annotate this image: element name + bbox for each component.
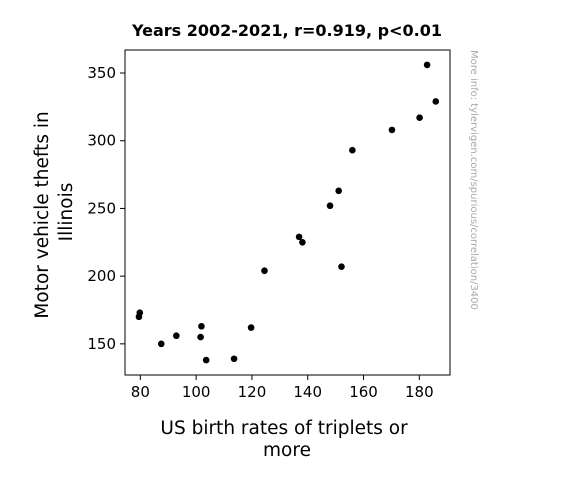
data-point: [335, 187, 342, 195]
chart-title: Years 2002-2021, r=0.919, p<0.01: [131, 21, 442, 40]
data-point: [202, 356, 210, 364]
y-tick-label: 150: [87, 335, 116, 353]
data-point: [295, 233, 303, 241]
data-point: [136, 309, 144, 317]
y-axis-label-line-2: Illinois: [56, 183, 77, 242]
data-point: [230, 355, 238, 363]
x-axis-label-line-1: US birth rates of triplets or: [160, 418, 408, 439]
data-point: [388, 126, 396, 134]
data-point: [423, 61, 431, 69]
plot-area: [124, 49, 451, 376]
y-tick-label: 200: [87, 267, 116, 285]
x-tick-label: 120: [238, 383, 267, 401]
source-note: More info: tylervigen.com/spurious/corre…: [468, 50, 479, 310]
data-point: [299, 238, 306, 246]
y-tick-label: 300: [87, 132, 116, 150]
data-point: [247, 324, 255, 331]
y-tick-label: 350: [87, 64, 116, 82]
y-tick-label: 250: [87, 199, 116, 217]
x-tick-label: 160: [349, 383, 378, 401]
data-point: [173, 332, 180, 340]
x-tick-label: 180: [405, 383, 434, 401]
x-tick-label: 100: [182, 383, 211, 401]
x-axis-label: US birth rates of triplets or more: [160, 418, 413, 461]
y-axis: 150 200 250 300 350: [87, 64, 125, 353]
data-point: [349, 146, 356, 154]
x-axis: 80 100 120 140 160 180: [131, 375, 434, 401]
x-tick-label: 140: [293, 383, 322, 401]
data-point: [326, 202, 334, 210]
data-point: [197, 333, 204, 341]
data-points: [135, 61, 440, 364]
y-axis-label: Motor vehicle thefts in Illinois: [32, 105, 77, 318]
x-axis-label-line-2: more: [263, 440, 311, 461]
data-point: [157, 340, 165, 348]
data-point: [261, 267, 268, 275]
data-point: [432, 98, 440, 105]
data-point: [198, 322, 205, 330]
x-tick-label: 80: [131, 383, 150, 401]
data-point: [416, 114, 423, 122]
data-point: [338, 263, 345, 270]
y-axis-label-line-1: Motor vehicle thefts in: [32, 111, 53, 318]
